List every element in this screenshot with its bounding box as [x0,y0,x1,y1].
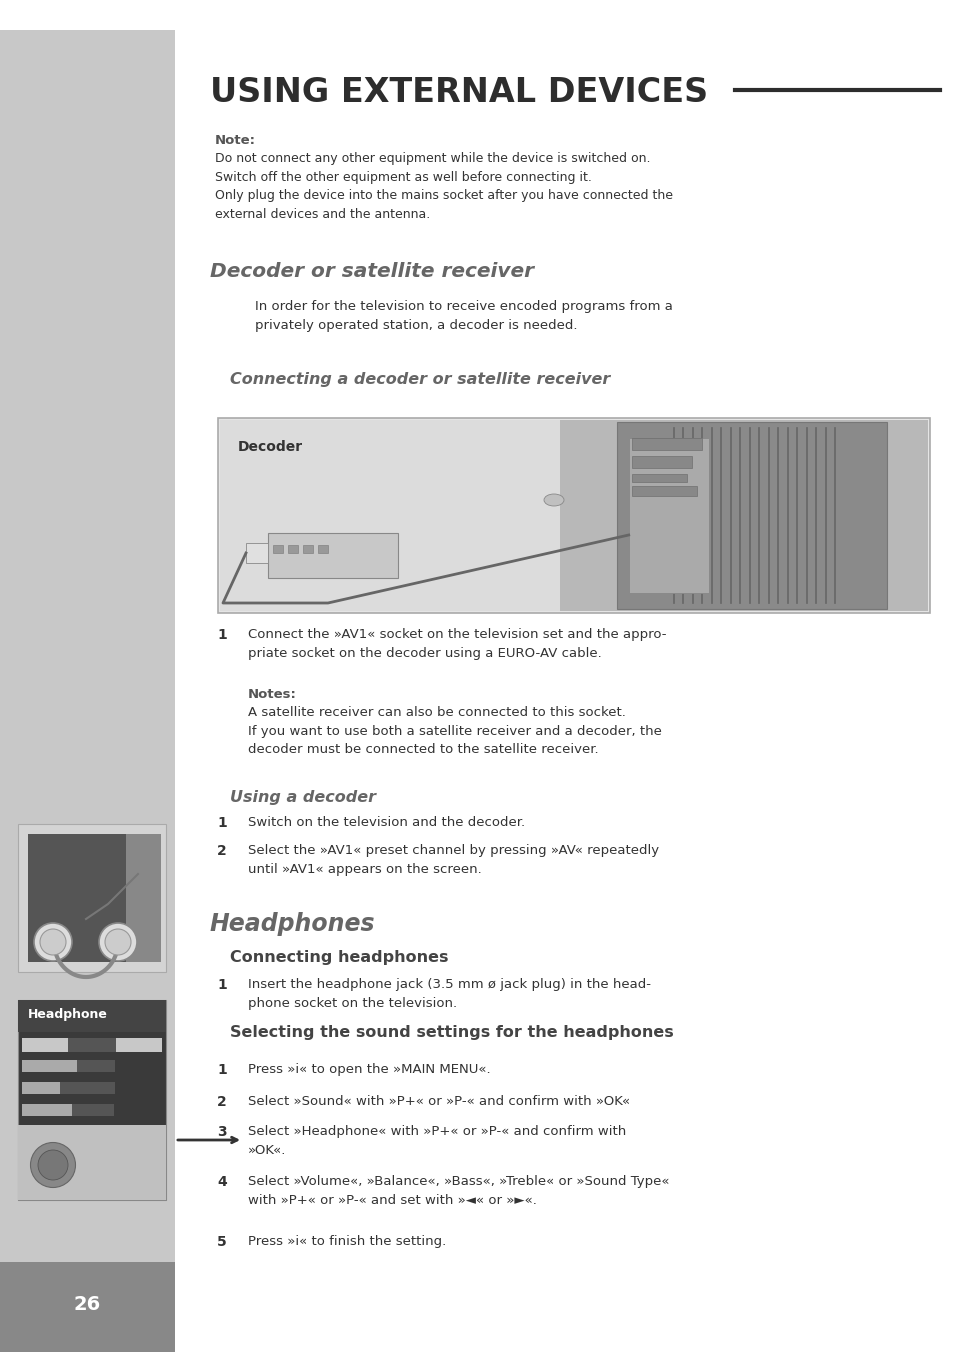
Ellipse shape [105,929,131,955]
Text: 2: 2 [217,844,227,859]
Text: 5: 5 [217,1234,227,1249]
Text: Connecting headphones: Connecting headphones [230,950,448,965]
Bar [28,834,131,963]
Bar [218,418,929,612]
Bar [631,485,696,496]
Ellipse shape [38,1151,68,1180]
Bar [220,420,561,611]
Text: Connecting a decoder or satellite receiver: Connecting a decoder or satellite receiv… [230,372,610,387]
Bar [631,475,686,483]
Bar [268,533,397,579]
Text: 2: 2 [217,1095,227,1109]
Bar [303,545,313,553]
Text: Select the »AV1« preset channel by pressing »AV« repeatedly
until »AV1« appears : Select the »AV1« preset channel by press… [248,844,659,876]
Text: Selecting the sound settings for the headphones: Selecting the sound settings for the hea… [230,1025,673,1040]
Bar [22,1038,162,1052]
Text: Notes:: Notes: [248,688,296,700]
Ellipse shape [543,493,563,506]
Bar [631,438,701,450]
Bar [273,545,283,553]
Text: Press »i« to open the »MAIN MENU«.: Press »i« to open the »MAIN MENU«. [248,1063,490,1076]
Text: 1: 1 [217,627,227,642]
Bar [22,1060,77,1072]
Bar [18,1125,166,1201]
Bar [628,438,708,594]
Text: Headphones: Headphones [210,913,375,936]
Bar [559,420,927,611]
Text: Select »Volume«, »Balance«, »Bass«, »Treble« or »Sound Type«
with »P+« or »P-« a: Select »Volume«, »Balance«, »Bass«, »Tre… [248,1175,669,1206]
Text: Headphone: Headphone [28,1009,108,1021]
Bar [22,1105,71,1115]
Text: Select »Headphone« with »P+« or »P-« and confirm with
»OK«.: Select »Headphone« with »P+« or »P-« and… [248,1125,625,1156]
Bar [616,422,886,608]
Bar [126,834,161,963]
Text: 1: 1 [217,1063,227,1078]
Text: 4: 4 [217,1175,227,1188]
Bar [631,456,691,468]
Ellipse shape [34,923,71,961]
Bar [18,1000,166,1201]
Text: 1: 1 [217,977,227,992]
Bar [22,1082,60,1094]
Text: A satellite receiver can also be connected to this socket.
If you want to use bo: A satellite receiver can also be connect… [248,706,661,756]
Bar [0,30,174,1293]
Text: Using a decoder: Using a decoder [230,790,375,804]
Text: Connect the »AV1« socket on the television set and the appro-
priate socket on t: Connect the »AV1« socket on the televisi… [248,627,666,660]
Bar [77,1060,115,1072]
Bar [18,823,166,972]
Bar [0,1261,174,1352]
Bar [246,544,268,562]
Text: Switch on the television and the decoder.: Switch on the television and the decoder… [248,817,524,829]
Bar [60,1082,115,1094]
Text: 26: 26 [73,1295,100,1314]
Ellipse shape [30,1142,75,1187]
Text: 3: 3 [217,1125,227,1138]
Text: Note:: Note: [214,134,255,147]
Text: Decoder or satellite receiver: Decoder or satellite receiver [210,262,534,281]
Text: USING EXTERNAL DEVICES: USING EXTERNAL DEVICES [210,76,707,110]
Bar [18,1000,166,1032]
Ellipse shape [40,929,66,955]
Bar [288,545,297,553]
Text: 1: 1 [217,817,227,830]
Bar [317,545,328,553]
Bar [68,1038,116,1052]
Text: Insert the headphone jack (3.5 mm ø jack plug) in the head-
phone socket on the : Insert the headphone jack (3.5 mm ø jack… [248,977,650,1010]
Text: Select »Sound« with »P+« or »P-« and confirm with »OK«: Select »Sound« with »P+« or »P-« and con… [248,1095,630,1109]
Text: In order for the television to receive encoded programs from a
privately operate: In order for the television to receive e… [254,300,672,331]
Text: Press »i« to finish the setting.: Press »i« to finish the setting. [248,1234,446,1248]
Text: Decoder: Decoder [237,439,303,454]
Bar [71,1105,113,1115]
Ellipse shape [99,923,137,961]
Text: Do not connect any other equipment while the device is switched on.
Switch off t: Do not connect any other equipment while… [214,151,672,220]
